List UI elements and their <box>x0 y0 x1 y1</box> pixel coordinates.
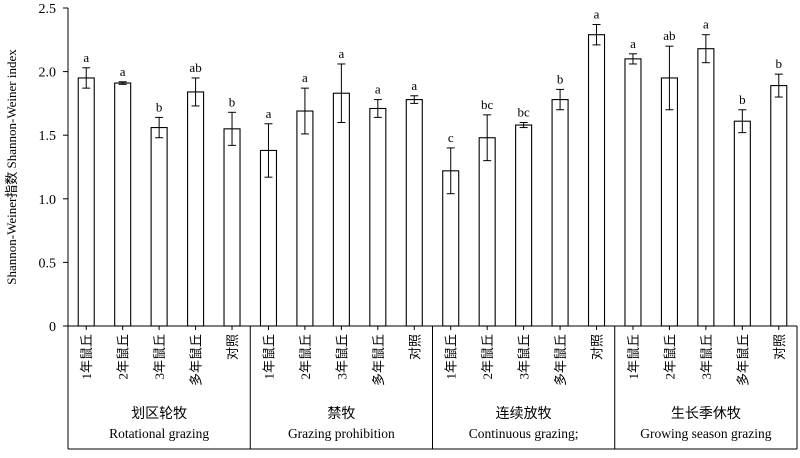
category-label: 对照 <box>772 334 787 360</box>
y-tick-labels: 0 0.5 1.0 1.5 2.0 2.5 <box>39 2 57 335</box>
group-label-zh: 连续放牧 <box>496 405 552 422</box>
significance-letter: b <box>156 99 163 114</box>
bar <box>478 137 496 327</box>
bar <box>114 82 132 327</box>
group-label-en: Growing season grazing <box>640 426 771 441</box>
group-label-en: Grazing prohibition <box>288 426 395 441</box>
y-tick-label: 0 <box>49 320 56 335</box>
significance-letter: ab <box>189 60 201 75</box>
bar <box>733 120 751 327</box>
category-label: 对照 <box>225 334 240 360</box>
significance-letter: a <box>83 50 89 65</box>
bar <box>624 58 642 327</box>
significance-letter: a <box>594 7 600 22</box>
significance-letter: bc <box>481 97 494 112</box>
bar <box>587 34 606 327</box>
category-label: 对照 <box>590 334 605 360</box>
bar <box>515 124 533 327</box>
category-label: 1年鼠丘 <box>79 334 94 380</box>
bar <box>697 48 715 327</box>
significance-letter: bc <box>517 104 530 119</box>
category-label: 2年鼠丘 <box>480 334 495 380</box>
bar <box>369 107 387 327</box>
significance-letter: b <box>229 94 236 109</box>
bar <box>660 77 678 327</box>
bar <box>187 91 205 327</box>
bars-layer <box>77 34 788 327</box>
bar <box>405 99 423 327</box>
category-label: 3年鼠丘 <box>517 334 532 380</box>
category-label: 2年鼠丘 <box>662 334 677 380</box>
bar <box>770 85 788 327</box>
significance-letter: a <box>120 64 126 79</box>
bar <box>223 128 241 327</box>
category-labels: 1年鼠丘 2年鼠丘 3年鼠丘 多年鼠丘 对照 1年鼠丘 2年鼠丘 3年鼠丘 多年鼠丘 对照 1年鼠丘… <box>79 334 787 386</box>
group-label-zh: 划区轮牧 <box>131 406 187 422</box>
bar <box>551 99 569 327</box>
category-label: 多年鼠丘 <box>189 334 204 386</box>
y-tick-label: 2.5 <box>39 2 57 17</box>
bar <box>77 77 95 327</box>
category-label: 3年鼠丘 <box>699 334 714 380</box>
significance-letter: b <box>557 71 564 86</box>
y-tick-label: 1.5 <box>39 129 57 144</box>
category-label: 多年鼠丘 <box>553 334 568 386</box>
category-label: 3年鼠丘 <box>152 334 167 380</box>
group-label-zh: 生长季休牧 <box>671 406 741 422</box>
category-label: 3年鼠丘 <box>334 334 349 380</box>
category-label: 1年鼠丘 <box>444 334 459 380</box>
category-label: 2年鼠丘 <box>298 334 313 380</box>
group-label-en: Rotational grazing <box>109 426 209 441</box>
significance-letter: a <box>411 78 417 93</box>
significance-letter: b <box>776 56 783 71</box>
bar <box>150 127 168 327</box>
significance-letter: a <box>375 82 381 97</box>
bar <box>296 110 314 327</box>
significance-letter: a <box>338 46 344 61</box>
significance-letter: a <box>266 106 272 121</box>
y-tick-label: 2.0 <box>39 66 57 81</box>
significance-letter: b <box>739 92 746 107</box>
bar <box>332 92 350 327</box>
significance-letter: a <box>703 17 709 32</box>
category-label: 多年鼠丘 <box>371 334 386 386</box>
significance-letter: a <box>302 70 308 85</box>
y-axis-label: Shannon-Weiner指数 Shannon-Weiner index <box>4 49 19 285</box>
axes-layer <box>63 7 798 450</box>
category-label: 多年鼠丘 <box>735 334 750 386</box>
y-tick-label: 0.5 <box>39 256 57 271</box>
significance-letter: a <box>630 36 636 51</box>
significance-letter: ab <box>663 28 675 43</box>
y-tick-label: 1.0 <box>39 193 57 208</box>
category-label: 对照 <box>407 334 422 360</box>
error-bars-layer <box>82 24 783 195</box>
group-label-zh: 禁牧 <box>327 406 355 422</box>
group-labels: 划区轮牧 Rotational grazing 禁牧 Grazing prohibit… <box>109 405 772 441</box>
group-label-en: Continuous grazing; <box>469 426 579 441</box>
category-label: 2年鼠丘 <box>116 334 131 380</box>
significance-letter: c <box>448 130 454 145</box>
category-label: 1年鼠丘 <box>261 334 276 380</box>
category-label: 1年鼠丘 <box>626 334 641 380</box>
